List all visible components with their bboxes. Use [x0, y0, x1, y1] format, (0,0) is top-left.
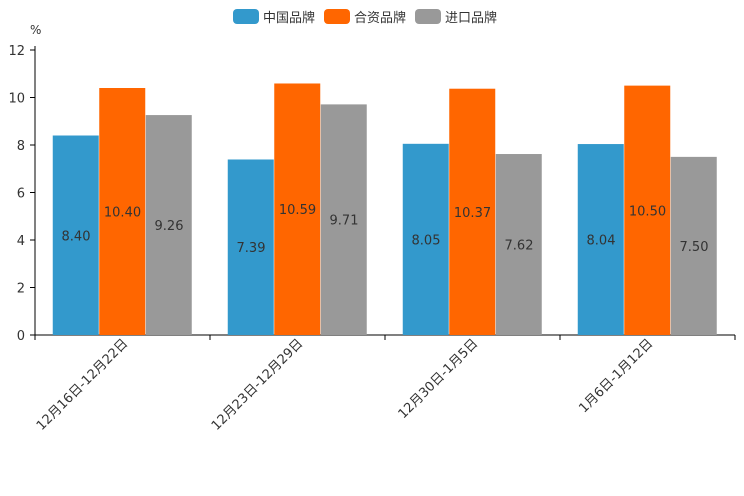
y-tick-label: 4	[17, 234, 25, 249]
bar[interactable]	[624, 85, 671, 335]
bar[interactable]	[449, 88, 496, 336]
bar-value-label: 9.26	[155, 219, 184, 234]
y-tick-label: 12	[8, 44, 25, 59]
bar[interactable]	[52, 135, 99, 336]
bar[interactable]	[670, 156, 717, 335]
y-tick-label: 10	[8, 92, 25, 107]
x-tick-label: 12月16日-12月22日	[34, 336, 131, 433]
bars: 8.40 10.40 9.26 7.39 10.59 9.71 8.05 10.37 7.62 8…	[52, 83, 717, 336]
bar-value-label: 7.62	[505, 239, 534, 254]
y-axis-unit-label: %	[30, 23, 41, 37]
y-tick-label: 6	[17, 187, 25, 202]
bar-value-label: 9.71	[330, 214, 359, 229]
bar-value-label: 10.37	[454, 206, 491, 221]
legend-swatch-china-brand	[233, 9, 259, 24]
y-axis: 0 2 4 6 8 10 12	[8, 44, 36, 344]
y-tick-label: 8	[17, 139, 25, 154]
x-tick-label: 12月23日-12月29日	[209, 336, 306, 433]
y-tick-label: 0	[17, 329, 25, 344]
bar-value-label: 8.05	[412, 233, 441, 248]
bar-value-label: 8.04	[587, 234, 616, 249]
legend-swatch-import-brand	[415, 9, 442, 24]
bar[interactable]	[495, 154, 542, 335]
bar-value-label: 7.39	[237, 241, 266, 256]
legend-swatch-joint-venture-brand	[324, 9, 351, 24]
legend: 中国品牌 合资品牌 进口品牌	[233, 7, 506, 26]
x-axis: 12月16日-12月22日 12月23日-12月29日 12月30日-1月5日 1月6…	[34, 334, 736, 434]
bar[interactable]	[274, 83, 321, 335]
x-tick-label: 12月30日-1月5日	[396, 336, 482, 422]
bar[interactable]	[145, 115, 192, 335]
legend-label-china-brand: 中国品牌	[263, 11, 316, 26]
x-tick-label: 1月6日-1月12日	[576, 336, 656, 416]
bar[interactable]	[99, 88, 146, 335]
bar-value-label: 8.40	[62, 229, 91, 244]
bar[interactable]	[402, 143, 449, 335]
legend-label-import-brand: 进口品牌	[445, 11, 498, 26]
bar-value-label: 10.59	[279, 203, 316, 218]
bar-value-label: 10.50	[629, 204, 666, 219]
bar[interactable]	[227, 159, 274, 335]
legend-item-import-brand[interactable]: 进口品牌	[415, 7, 497, 26]
bar-value-label: 7.50	[680, 240, 709, 255]
bar[interactable]	[320, 104, 367, 335]
y-tick-label: 2	[17, 282, 25, 297]
bar[interactable]	[577, 144, 624, 335]
bar-value-label: 10.40	[104, 206, 141, 221]
legend-label-joint-venture-brand: 合资品牌	[354, 11, 407, 26]
legend-item-joint-venture-brand[interactable]: 合资品牌	[324, 7, 406, 26]
legend-item-china-brand[interactable]: 中国品牌	[233, 7, 315, 26]
